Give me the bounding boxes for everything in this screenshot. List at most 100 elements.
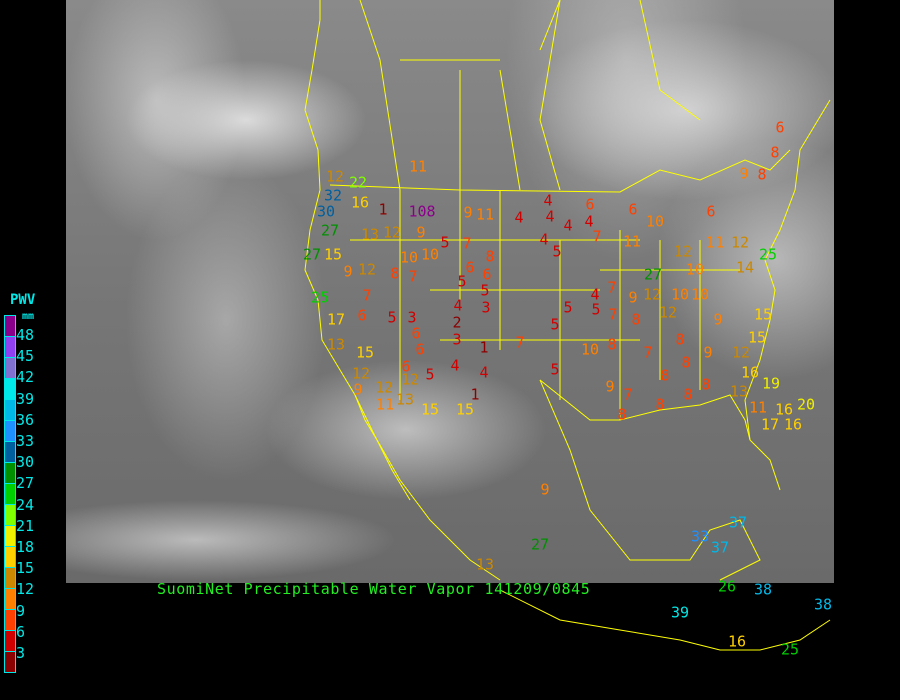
station-pwv-value: 27 [302,245,322,264]
station-pwv-value: 15 [323,245,343,264]
station-pwv-value: 12 [400,370,420,389]
station-pwv-value: 9 [540,480,550,499]
station-pwv-value: 9 [416,223,426,242]
station-pwv-value: 16 [783,415,803,434]
west-coast [304,19,501,581]
station-pwv-value: 15 [420,400,440,419]
station-pwv-value: 11 [622,232,642,251]
station-pwv-value: 5 [457,272,467,291]
station-pwv-value: 6 [585,195,595,214]
station-pwv-value: 7 [408,267,418,286]
station-pwv-value: 8 [683,385,693,404]
station-pwv-value: 5 [425,365,435,384]
station-pwv-value: 6 [706,202,716,221]
station-pwv-value: 3 [452,330,462,349]
station-pwv-value: 12 [730,233,750,252]
station-pwv-value: 5 [480,281,490,300]
legend-swatch [5,652,15,672]
station-pwv-value: 1 [378,200,388,219]
station-pwv-value: 5 [387,308,397,327]
station-pwv-value: 33 [690,527,710,546]
station-pwv-value: 19 [761,374,781,393]
station-pwv-value: 10 [685,260,705,279]
station-pwv-value: 11 [475,205,495,224]
station-pwv-value: 13 [326,335,346,354]
legend-tick: 36 [16,410,35,429]
station-pwv-value: 11 [375,395,395,414]
station-pwv-value: 37 [728,513,748,532]
station-pwv-value: 9 [605,377,615,396]
station-pwv-value: 4 [450,356,460,375]
legend-swatch [5,547,15,568]
map-title: SuomiNet Precipitable Water Vapor 141209… [157,580,591,598]
legend-swatch [5,400,15,421]
station-pwv-value: 15 [747,328,767,347]
legend-swatch [5,568,15,589]
station-pwv-value: 108 [408,202,436,221]
station-pwv-value: 12 [673,242,693,261]
satellite-water-vapor-image [66,0,834,583]
legend-swatch [5,442,15,463]
station-pwv-value: 11 [748,398,768,417]
station-pwv-value: 12 [351,364,371,383]
legend-tick: 12 [16,580,35,599]
legend-swatch [5,337,15,358]
station-pwv-value: 5 [550,360,560,379]
station-pwv-value: 8 [675,330,685,349]
station-pwv-value: 9 [343,262,353,281]
canada-border [329,149,791,193]
legend-title: PWV [10,292,36,308]
station-pwv-value: 38 [813,595,833,614]
station-pwv-value: 4 [514,208,524,227]
station-pwv-value: 16 [740,363,760,382]
station-pwv-value: 6 [482,265,492,284]
legend-swatch [5,463,15,484]
legend-swatch [5,505,15,526]
station-pwv-value: 38 [753,580,773,599]
station-pwv-value: 8 [485,247,495,266]
station-pwv-value: 6 [357,306,367,325]
station-pwv-value: 4 [453,296,463,315]
legend-swatch [5,526,15,547]
legend-tick: 21 [16,516,35,535]
east-coast [744,99,831,441]
legend-tick: 42 [16,368,35,387]
station-pwv-value: 9 [713,310,723,329]
station-pwv-value: 12 [731,343,751,362]
station-pwv-value: 12 [325,167,345,186]
station-pwv-value: 9 [353,380,363,399]
station-pwv-value: 26 [717,577,737,596]
station-pwv-value: 32 [323,186,343,205]
legend-swatch [5,379,15,400]
legend-tick: 24 [16,495,35,514]
legend-swatch [5,316,15,337]
mexico-gulf [539,379,761,581]
station-pwv-value: 9 [628,288,638,307]
station-pwv-value: 12 [357,260,377,279]
station-pwv-value: 4 [590,285,600,304]
legend-swatch [5,358,15,379]
station-pwv-value: 7 [462,234,472,253]
station-pwv-value: 5 [440,233,450,252]
legend-tick: 27 [16,474,35,493]
station-pwv-value: 3 [407,308,417,327]
station-pwv-value: 9 [703,343,713,362]
station-pwv-value: 10 [580,340,600,359]
station-pwv-value: 12 [658,303,678,322]
station-pwv-value: 6 [401,357,411,376]
station-pwv-value: 7 [362,286,372,305]
station-pwv-value: 9 [739,164,749,183]
station-pwv-value: 6 [628,200,638,219]
station-pwv-value: 7 [592,227,602,246]
station-pwv-value: 11 [705,233,725,252]
station-pwv-value: 13 [395,390,415,409]
station-pwv-value: 4 [563,216,573,235]
station-pwv-value: 14 [735,258,755,277]
station-pwv-value: 4 [543,191,553,210]
station-pwv-value: 8 [701,375,711,394]
station-pwv-value: 6 [411,324,421,343]
station-pwv-value: 7 [623,385,633,404]
station-pwv-value: 13 [729,382,749,401]
legend-tick: 15 [16,559,35,578]
